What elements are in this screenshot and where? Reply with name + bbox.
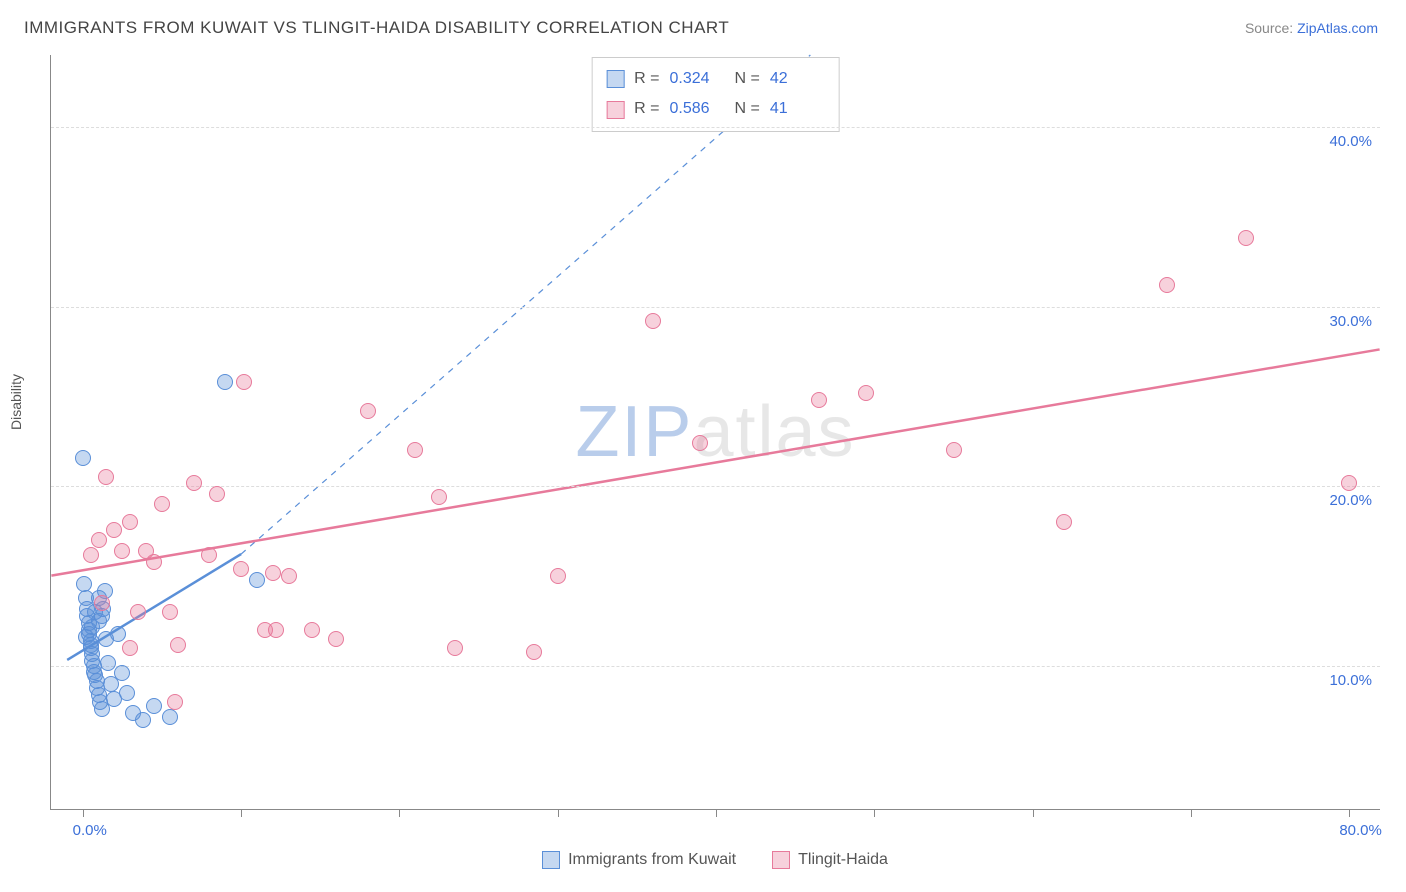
tlingit-point xyxy=(162,604,178,620)
legend-row-kuwait: R = 0.324 N = 42 xyxy=(606,64,825,94)
kuwait-point xyxy=(249,572,265,588)
legend-item-kuwait: Immigrants from Kuwait xyxy=(542,851,736,869)
tlingit-point xyxy=(1341,475,1357,491)
n-value: 41 xyxy=(770,94,825,124)
tlingit-point xyxy=(281,568,297,584)
tlingit-point xyxy=(407,442,423,458)
tlingit-point xyxy=(1056,514,1072,530)
x-tick-mark xyxy=(716,809,717,817)
trend-lines-layer xyxy=(51,55,1380,809)
kuwait-point xyxy=(100,655,116,671)
kuwait-point xyxy=(119,685,135,701)
n-value: 42 xyxy=(770,64,825,94)
tlingit-point xyxy=(146,554,162,570)
x-tick-mark xyxy=(1191,809,1192,817)
y-tick-label: 30.0% xyxy=(1329,313,1372,330)
watermark-pre: ZIP xyxy=(575,392,693,472)
tlingit-point xyxy=(170,637,186,653)
tlingit-point xyxy=(236,374,252,390)
y-tick-label: 20.0% xyxy=(1329,492,1372,509)
tlingit-point xyxy=(201,547,217,563)
tlingit-point xyxy=(550,568,566,584)
x-tick-mark xyxy=(241,809,242,817)
tlingit-point xyxy=(114,543,130,559)
gridline xyxy=(51,666,1380,667)
x-tick-mark xyxy=(1033,809,1034,817)
legend-label: Immigrants from Kuwait xyxy=(568,851,736,869)
source-attribution: Source: ZipAtlas.com xyxy=(1245,20,1378,36)
tlingit-point xyxy=(186,475,202,491)
kuwait-point xyxy=(217,374,233,390)
x-tick-label: 80.0% xyxy=(1339,822,1382,839)
kuwait-point xyxy=(135,712,151,728)
tlingit-point xyxy=(265,565,281,581)
tlingit-point xyxy=(431,489,447,505)
tlingit-point xyxy=(304,622,320,638)
tlingit-point xyxy=(692,435,708,451)
chart-title: IMMIGRANTS FROM KUWAIT VS TLINGIT-HAIDA … xyxy=(24,18,729,38)
kuwait-point xyxy=(146,698,162,714)
series-legend: Immigrants from Kuwait Tlingit-Haida xyxy=(50,851,1380,874)
kuwait-point xyxy=(162,709,178,725)
tlingit-point xyxy=(811,392,827,408)
tlingit-point xyxy=(645,313,661,329)
y-tick-label: 40.0% xyxy=(1329,133,1372,150)
r-label: R = xyxy=(634,64,659,94)
tlingit-point xyxy=(268,622,284,638)
x-tick-mark xyxy=(1349,809,1350,817)
gridline xyxy=(51,486,1380,487)
legend-label: Tlingit-Haida xyxy=(798,851,888,869)
legend-swatch xyxy=(772,851,790,869)
tlingit-point xyxy=(1238,230,1254,246)
legend-item-tlingit: Tlingit-Haida xyxy=(772,851,888,869)
r-value: 0.586 xyxy=(670,94,725,124)
tlingit-point xyxy=(447,640,463,656)
tlingit-point xyxy=(91,532,107,548)
x-tick-mark xyxy=(83,809,84,817)
x-tick-label: 0.0% xyxy=(73,822,107,839)
source-link[interactable]: ZipAtlas.com xyxy=(1297,20,1378,36)
tlingit-point xyxy=(167,694,183,710)
tlingit-point xyxy=(858,385,874,401)
legend-swatch xyxy=(606,70,624,88)
kuwait-point xyxy=(75,450,91,466)
tlingit-point xyxy=(94,595,110,611)
y-tick-label: 10.0% xyxy=(1329,672,1372,689)
correlation-legend: R = 0.324 N = 42 R = 0.586 N = 41 xyxy=(591,57,840,132)
tlingit-point xyxy=(328,631,344,647)
x-tick-mark xyxy=(874,809,875,817)
r-value: 0.324 xyxy=(670,64,725,94)
n-label: N = xyxy=(735,64,760,94)
tlingit-point xyxy=(154,496,170,512)
plot-area: ZIPatlas R = 0.324 N = 42 R = 0.586 N = 41 10.0… xyxy=(50,55,1380,810)
watermark-post: atlas xyxy=(693,392,855,472)
x-tick-mark xyxy=(558,809,559,817)
legend-swatch xyxy=(542,851,560,869)
y-axis-label: Disability xyxy=(8,374,24,430)
tlingit-point xyxy=(360,403,376,419)
tlingit-point xyxy=(122,640,138,656)
tlingit-point xyxy=(233,561,249,577)
kuwait-point xyxy=(110,626,126,642)
tlingit-point xyxy=(526,644,542,660)
n-label: N = xyxy=(735,94,760,124)
x-tick-mark xyxy=(399,809,400,817)
tlingit-point xyxy=(83,547,99,563)
source-prefix: Source: xyxy=(1245,20,1297,36)
tlingit-point xyxy=(1159,277,1175,293)
legend-swatch xyxy=(606,101,624,119)
gridline xyxy=(51,127,1380,128)
tlingit-point xyxy=(106,522,122,538)
tlingit-point xyxy=(946,442,962,458)
tlingit-point xyxy=(122,514,138,530)
tlingit-point xyxy=(209,486,225,502)
kuwait-point xyxy=(114,665,130,681)
gridline xyxy=(51,307,1380,308)
tlingit-point xyxy=(98,469,114,485)
r-label: R = xyxy=(634,94,659,124)
tlingit-point xyxy=(130,604,146,620)
legend-row-tlingit: R = 0.586 N = 41 xyxy=(606,94,825,124)
